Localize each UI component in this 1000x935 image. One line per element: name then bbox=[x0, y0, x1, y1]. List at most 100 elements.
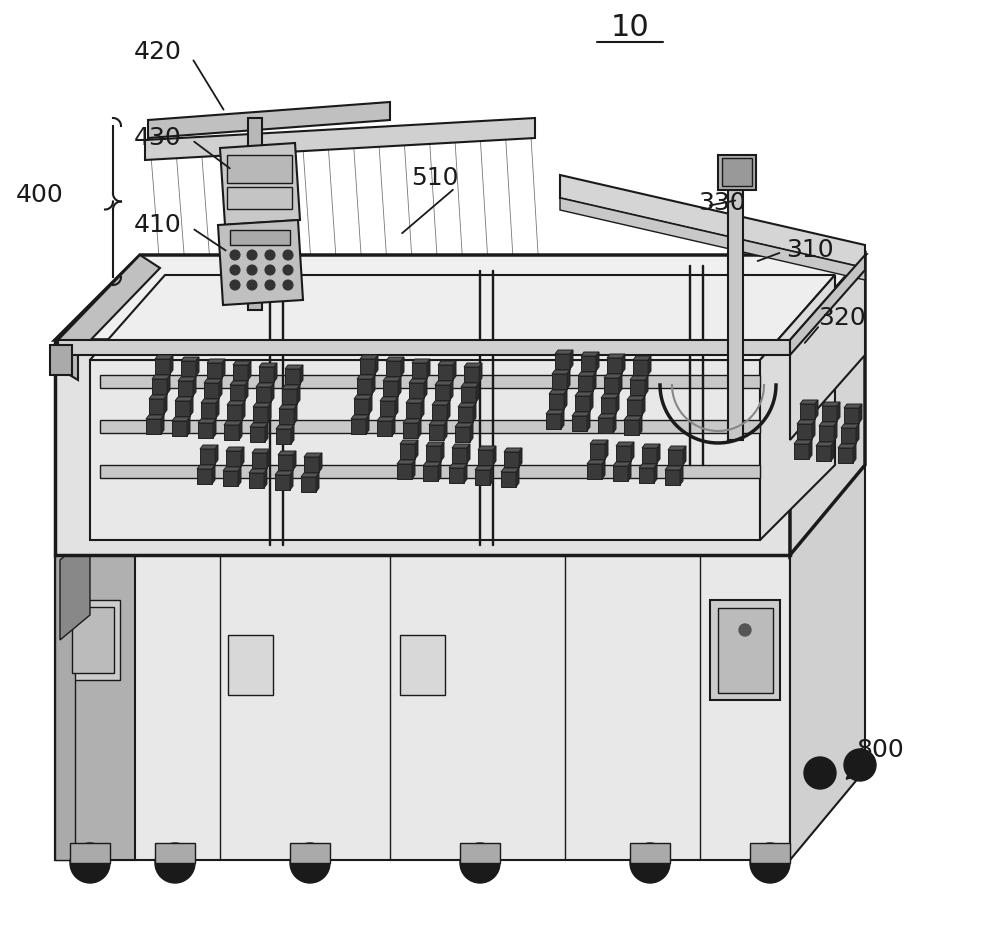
Polygon shape bbox=[816, 446, 831, 461]
Polygon shape bbox=[223, 471, 238, 486]
Polygon shape bbox=[665, 470, 680, 485]
Polygon shape bbox=[473, 403, 476, 422]
Bar bbox=[227, 155, 292, 183]
Polygon shape bbox=[293, 451, 296, 470]
Polygon shape bbox=[616, 394, 619, 413]
Polygon shape bbox=[504, 452, 519, 467]
Circle shape bbox=[230, 280, 240, 290]
Polygon shape bbox=[564, 390, 567, 409]
Circle shape bbox=[247, 265, 257, 275]
Polygon shape bbox=[357, 379, 372, 394]
Polygon shape bbox=[822, 402, 840, 406]
Polygon shape bbox=[395, 397, 398, 416]
Polygon shape bbox=[398, 377, 401, 396]
Polygon shape bbox=[187, 417, 190, 436]
Polygon shape bbox=[450, 381, 453, 400]
Polygon shape bbox=[55, 555, 790, 860]
Polygon shape bbox=[204, 383, 219, 398]
Polygon shape bbox=[657, 444, 660, 463]
Polygon shape bbox=[278, 451, 296, 455]
Polygon shape bbox=[587, 412, 590, 431]
Circle shape bbox=[230, 250, 240, 260]
Polygon shape bbox=[604, 378, 619, 393]
Bar bbox=[710, 600, 780, 700]
Polygon shape bbox=[601, 394, 619, 398]
Text: 400: 400 bbox=[16, 183, 64, 207]
Circle shape bbox=[739, 624, 751, 636]
Circle shape bbox=[247, 280, 257, 290]
Circle shape bbox=[230, 265, 240, 275]
Polygon shape bbox=[241, 447, 244, 466]
Polygon shape bbox=[164, 395, 167, 414]
Polygon shape bbox=[607, 354, 625, 358]
Polygon shape bbox=[812, 420, 815, 439]
Polygon shape bbox=[224, 425, 239, 440]
Polygon shape bbox=[412, 363, 427, 378]
Bar bbox=[227, 187, 292, 209]
Polygon shape bbox=[841, 428, 856, 443]
Polygon shape bbox=[429, 425, 444, 440]
Polygon shape bbox=[248, 361, 251, 380]
Text: 800: 800 bbox=[856, 738, 904, 762]
Polygon shape bbox=[351, 419, 366, 434]
Polygon shape bbox=[354, 395, 372, 399]
Polygon shape bbox=[264, 469, 267, 488]
Polygon shape bbox=[567, 370, 570, 389]
Polygon shape bbox=[409, 379, 427, 383]
Polygon shape bbox=[55, 340, 790, 555]
Polygon shape bbox=[245, 381, 248, 400]
Text: 430: 430 bbox=[134, 126, 182, 150]
Polygon shape bbox=[516, 468, 519, 487]
Circle shape bbox=[70, 843, 110, 883]
Polygon shape bbox=[426, 446, 441, 461]
Polygon shape bbox=[859, 404, 862, 423]
Polygon shape bbox=[501, 468, 519, 472]
Polygon shape bbox=[301, 477, 316, 492]
Polygon shape bbox=[279, 409, 294, 424]
Polygon shape bbox=[423, 462, 441, 466]
Polygon shape bbox=[622, 354, 625, 373]
Polygon shape bbox=[461, 383, 479, 387]
Polygon shape bbox=[549, 390, 567, 394]
Polygon shape bbox=[504, 448, 522, 452]
Polygon shape bbox=[642, 448, 657, 463]
Polygon shape bbox=[587, 460, 605, 464]
Polygon shape bbox=[642, 396, 645, 415]
Polygon shape bbox=[519, 448, 522, 467]
Polygon shape bbox=[760, 275, 835, 540]
Polygon shape bbox=[55, 555, 75, 860]
Polygon shape bbox=[412, 460, 415, 479]
Polygon shape bbox=[100, 420, 760, 433]
Polygon shape bbox=[794, 440, 812, 444]
Polygon shape bbox=[844, 408, 859, 423]
Polygon shape bbox=[642, 444, 660, 448]
Polygon shape bbox=[475, 466, 493, 470]
Polygon shape bbox=[304, 453, 322, 457]
Polygon shape bbox=[601, 398, 616, 413]
Polygon shape bbox=[90, 275, 835, 360]
Polygon shape bbox=[654, 464, 657, 483]
Polygon shape bbox=[800, 404, 815, 419]
Text: 10: 10 bbox=[611, 13, 649, 42]
Circle shape bbox=[155, 843, 195, 883]
Polygon shape bbox=[249, 473, 264, 488]
Polygon shape bbox=[453, 361, 456, 380]
Polygon shape bbox=[285, 365, 303, 369]
Polygon shape bbox=[581, 352, 599, 356]
Polygon shape bbox=[207, 359, 225, 363]
Polygon shape bbox=[198, 419, 216, 423]
Polygon shape bbox=[458, 403, 476, 407]
Polygon shape bbox=[253, 403, 271, 407]
Polygon shape bbox=[728, 185, 743, 440]
Polygon shape bbox=[227, 405, 242, 420]
Polygon shape bbox=[256, 387, 271, 402]
Polygon shape bbox=[223, 467, 241, 471]
Polygon shape bbox=[178, 377, 196, 381]
Polygon shape bbox=[492, 270, 493, 545]
Polygon shape bbox=[155, 355, 173, 359]
Polygon shape bbox=[252, 453, 267, 468]
Polygon shape bbox=[218, 220, 303, 305]
Bar bbox=[400, 635, 445, 695]
Polygon shape bbox=[181, 361, 196, 376]
Polygon shape bbox=[432, 405, 447, 420]
